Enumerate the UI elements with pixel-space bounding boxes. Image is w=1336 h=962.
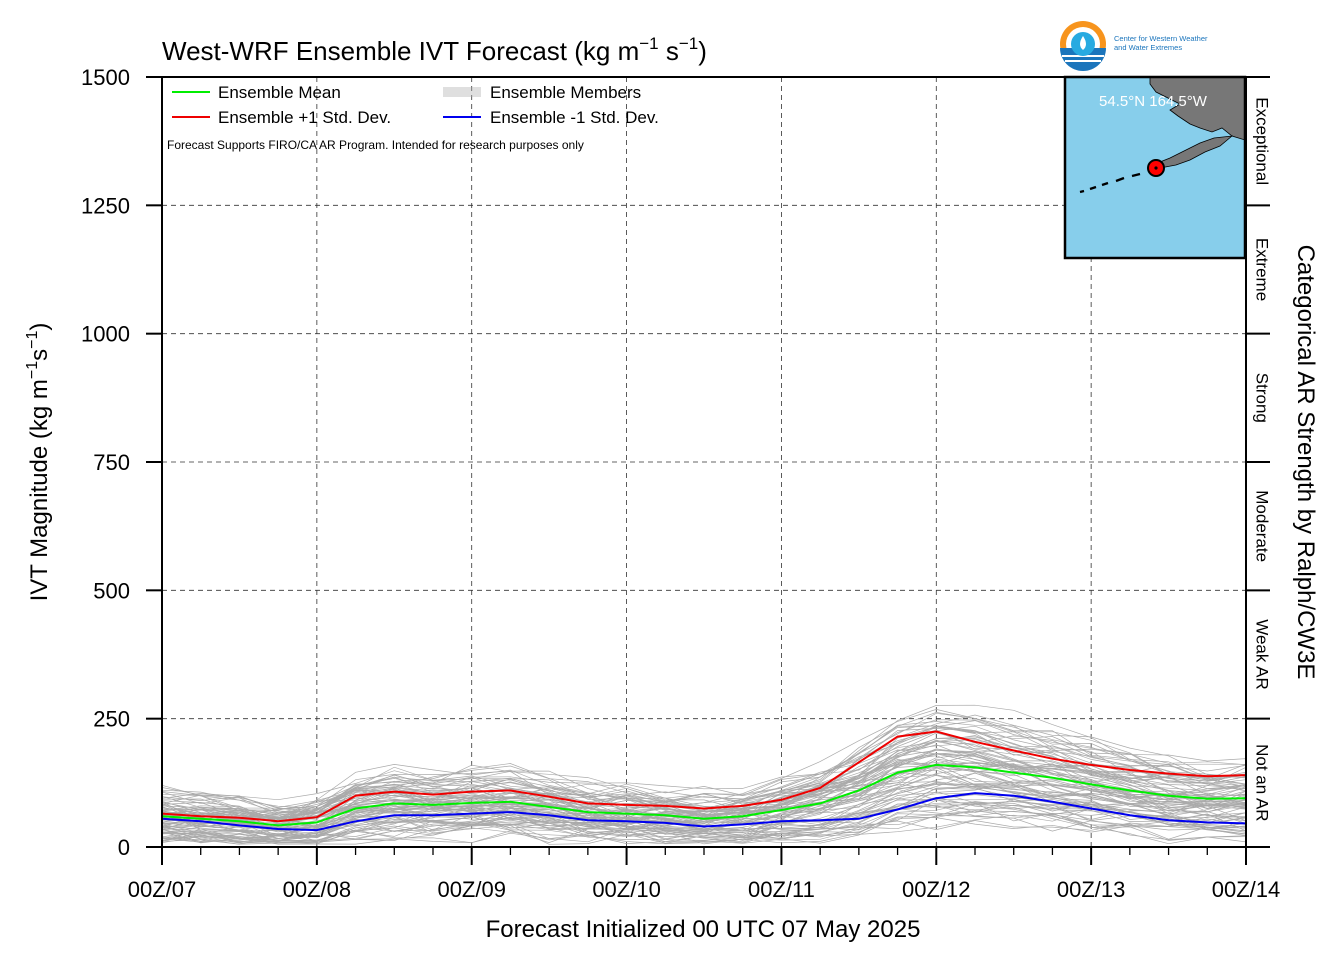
inset-land-alaska [1149, 77, 1245, 141]
ensemble-member-line [162, 749, 1246, 825]
ensemble-member-line [162, 779, 1246, 842]
ensemble-member-line [162, 808, 1246, 837]
x-tick-label: 00Z/14 [1212, 877, 1281, 902]
x-tick-label: 00Z/13 [1057, 877, 1126, 902]
x-tick-label: 00Z/10 [592, 877, 661, 902]
ensemble-member-line [162, 808, 1246, 844]
category-label: Weak AR [1253, 619, 1272, 690]
x-tick-label: 00Z/12 [902, 877, 971, 902]
y-tick-label: 0 [118, 835, 130, 860]
ensemble-member-line [162, 816, 1246, 844]
ensemble-member-line [162, 772, 1246, 828]
ensemble-member-line [162, 728, 1246, 809]
location-inset-map: 54.5°N 164.5°W [1063, 75, 1247, 260]
cw3e-logo: Center for Western Weather and Water Ext… [1060, 21, 1208, 71]
series-line-ensemble-1-std-dev- [162, 792, 1246, 832]
category-label: Extreme [1253, 238, 1272, 301]
ensemble-member-line [162, 804, 1246, 844]
x-tick-label: 00Z/09 [437, 877, 506, 902]
ensemble-member-line [162, 764, 1246, 824]
ensemble-statistics [162, 730, 1246, 832]
chart-title: West-WRF Ensemble IVT Forecast (kg m−1 s… [162, 34, 707, 66]
y-tick-label: 250 [93, 707, 130, 732]
ensemble-member-line [162, 762, 1246, 822]
ensemble-member-line [162, 753, 1246, 823]
ensemble-member-line [162, 739, 1246, 808]
x-tick-label: 00Z/07 [128, 877, 197, 902]
ensemble-member-line [162, 801, 1246, 845]
legend-label-plus-std: Ensemble +1 Std. Dev. [218, 108, 391, 127]
ensemble-member-line [162, 796, 1246, 845]
series-line-ensemble-mean [162, 763, 1246, 827]
ensemble-member-line [162, 712, 1246, 815]
series-line-ensemble-1-std-dev- [162, 730, 1246, 823]
title-exponent-1: −1 [639, 34, 658, 53]
y-tick-label: 1500 [81, 65, 130, 90]
ensemble-member-line [162, 745, 1246, 830]
axes: 00Z/07 00Z/08 00Z/09 00Z/10 00Z/11 00Z/12 00Z/… [81, 65, 1280, 902]
ensemble-member-line [162, 772, 1246, 843]
ensemble-member-line [162, 774, 1246, 828]
legend-label-members: Ensemble Members [490, 83, 641, 102]
ensemble-member-line [162, 799, 1246, 839]
ensemble-member-line [162, 783, 1246, 836]
legend: Ensemble Mean Ensemble +1 Std. Dev. Ense… [167, 83, 659, 152]
ensemble-member-line [162, 732, 1246, 833]
ensemble-member-line [162, 805, 1246, 845]
ensemble-member-line [162, 712, 1246, 819]
logo-text-line1: Center for Western Weather [1114, 34, 1208, 43]
x-tick-label: 00Z/08 [283, 877, 352, 902]
y-tick-label: 1250 [81, 193, 130, 218]
ensemble-member-line [162, 810, 1246, 841]
y-axis-title: IVT Magnitude (kg m−1s−1) [24, 323, 53, 602]
right-axis-title: Categorical AR Strength by Ralph/CW3E [1292, 245, 1319, 680]
logo-text-line2: and Water Extremes [1114, 43, 1182, 52]
ensemble-member-line [162, 729, 1246, 816]
ensemble-member-line [162, 744, 1246, 819]
ensemble-member-line [162, 786, 1246, 842]
ensemble-member-line [162, 719, 1246, 820]
ensemble-member-line [162, 791, 1246, 844]
category-label: Moderate [1253, 490, 1272, 562]
inset-aleutian-islands [1079, 172, 1141, 194]
ensemble-member-line [162, 725, 1246, 813]
y-tick-label: 750 [93, 450, 130, 475]
ensemble-member-line [162, 782, 1246, 834]
ensemble-members [162, 704, 1246, 845]
ensemble-member-line [162, 735, 1246, 828]
ensemble-member-line [162, 741, 1246, 820]
ensemble-member-line [162, 764, 1246, 830]
ensemble-member-line [162, 725, 1246, 823]
x-tick-label: 00Z/11 [748, 877, 815, 902]
inset-location-label: 54.5°N 164.5°W [1099, 93, 1208, 110]
legend-label-minus-std: Ensemble -1 Std. Dev. [490, 108, 659, 127]
x-axis-title: Forecast Initialized 00 UTC 07 May 2025 [486, 916, 921, 943]
research-disclaimer: Forecast Supports FIRO/CA AR Program. In… [167, 138, 584, 152]
ensemble-member-line [162, 797, 1246, 843]
title-exponent-2: −1 [679, 34, 698, 53]
ensemble-member-line [162, 753, 1246, 825]
ensemble-member-line [162, 726, 1246, 818]
category-label: Not an AR [1253, 744, 1272, 822]
legend-label-mean: Ensemble Mean [218, 83, 341, 102]
ensemble-member-line [162, 720, 1246, 821]
y-tick-label: 500 [93, 578, 130, 603]
ensemble-member-line [162, 721, 1246, 820]
ensemble-member-line [162, 761, 1246, 831]
ensemble-member-line [162, 801, 1246, 845]
legend-members-swatch [443, 87, 481, 97]
ensemble-member-line [162, 758, 1246, 842]
y-tick-label: 1000 [81, 322, 130, 347]
ensemble-member-line [162, 812, 1246, 844]
ensemble-member-line [162, 802, 1246, 845]
ensemble-member-line [162, 714, 1246, 822]
ensemble-member-line [162, 784, 1246, 844]
category-label: Exceptional [1253, 97, 1272, 185]
ensemble-member-line [162, 767, 1246, 824]
ensemble-member-line [162, 726, 1246, 814]
category-label: Strong [1253, 373, 1272, 423]
ensemble-member-line [162, 704, 1246, 819]
